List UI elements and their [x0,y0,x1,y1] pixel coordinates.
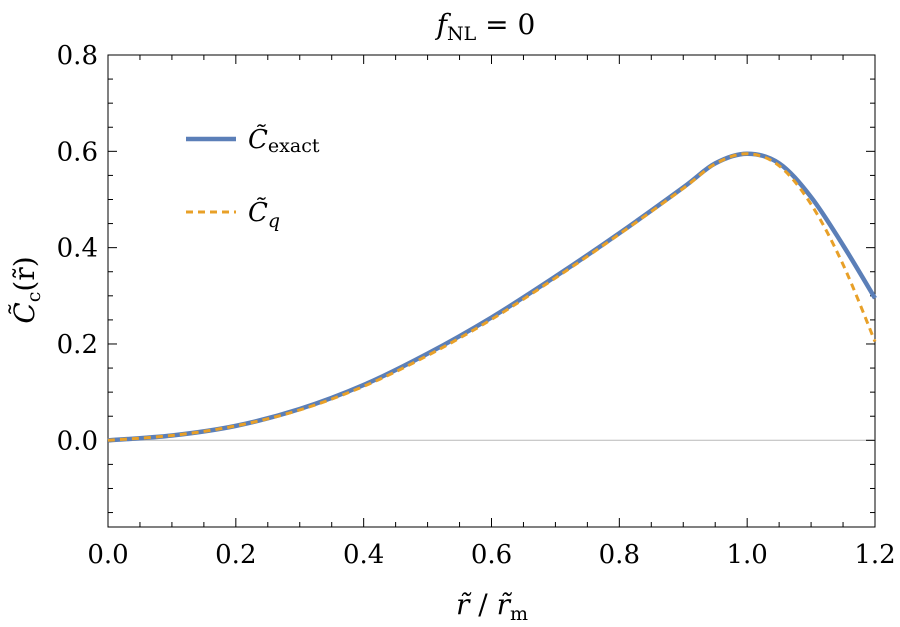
x-tick-label: 0.4 [343,540,384,570]
y-tick-label: 0.0 [57,426,98,456]
x-tick-label: 1.0 [726,540,767,570]
series-line-q [107,152,877,442]
legend-label-exact: C̃exact [248,124,320,157]
y-tick-label: 0.2 [57,330,98,360]
x-tick-label: 0.0 [87,540,128,570]
x-tick-label: 0.8 [599,540,640,570]
legend-exact-base: C̃ [248,124,268,155]
y-tick-labels: 0.0 0.2 0.4 0.6 0.8 [57,41,98,456]
y-label-sub: c [23,292,45,303]
chart-title: fNL = 0 [435,8,536,45]
x-axis-label: r̃ / r̃m [456,588,528,625]
x-label-den: r̃ [497,588,513,621]
x-tick-labels: 0.0 0.2 0.4 0.6 0.8 1.0 1.2 [87,540,895,570]
x-label-num: r̃ [456,588,472,621]
legend-q-base: C̃ [248,197,268,228]
legend-exact-sub: exact [268,135,320,157]
x-tick-label: 0.2 [215,540,256,570]
x-label-sep: / [469,588,496,621]
chart-title-sub: NL [447,23,477,45]
y-tick-label: 0.4 [57,234,98,264]
y-label-arg: (r̃) [8,256,41,291]
legend: C̃exact C̃q [186,124,320,232]
chart-title-rest: = 0 [476,8,535,41]
x-label-den-sub: m [510,603,528,625]
series-layer [107,151,877,443]
x-tick-label: 1.2 [854,540,895,570]
series-line-exact [107,151,877,443]
y-label-base: C̃ [8,302,41,323]
legend-q-sub: q [268,210,280,232]
ticks [107,54,876,527]
legend-label-q: C̃q [248,197,280,232]
y-axis-label: C̃c(r̃) [8,256,45,323]
y-tick-label: 0.6 [57,137,98,167]
y-tick-label: 0.8 [57,41,98,71]
x-tick-label: 0.6 [471,540,512,570]
plot-frame [107,54,876,528]
